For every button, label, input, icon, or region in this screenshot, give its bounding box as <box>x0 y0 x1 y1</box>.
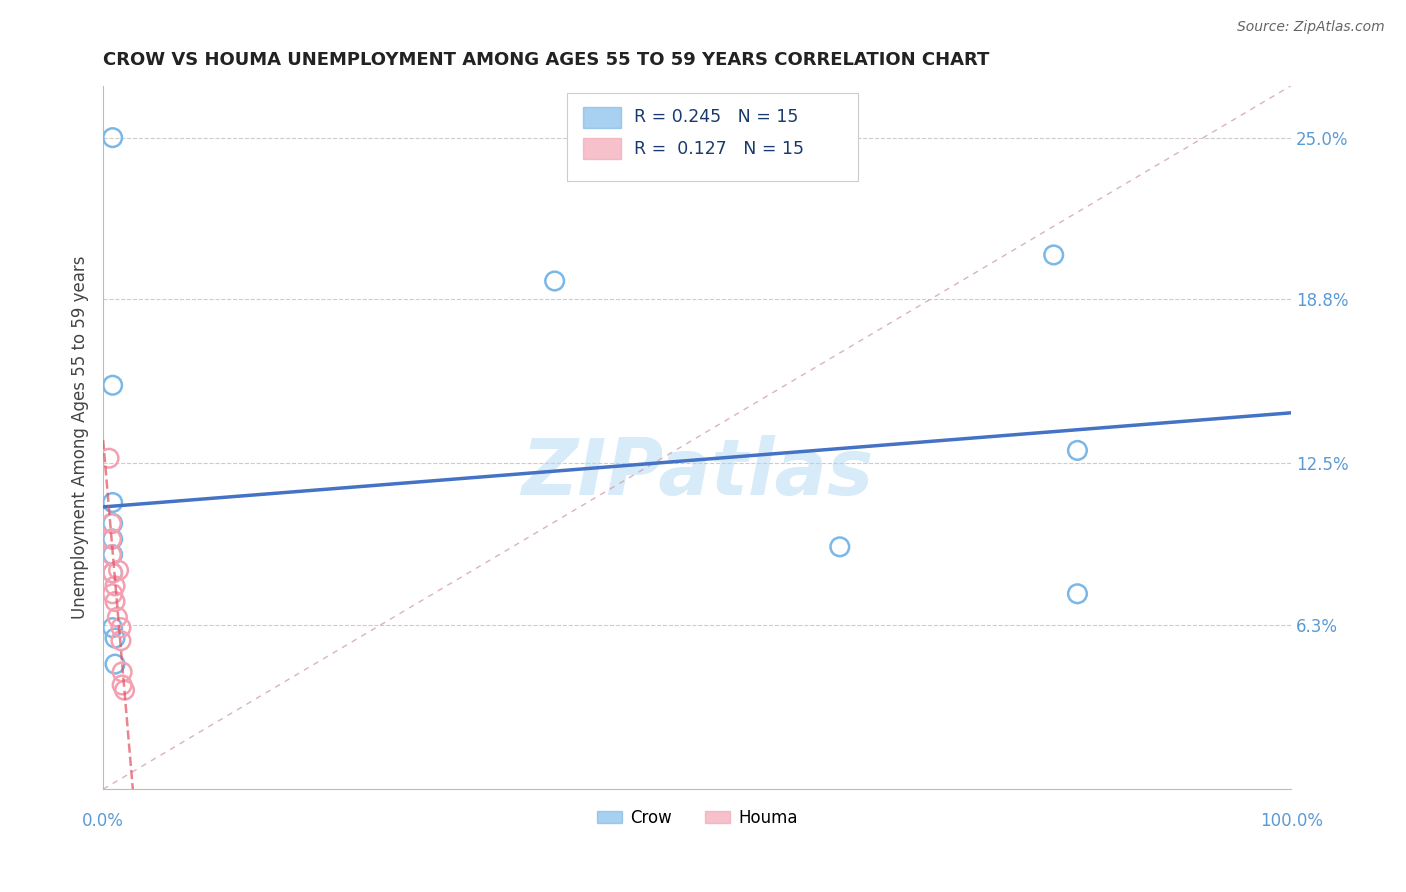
Point <box>110 621 132 635</box>
Point <box>1066 587 1088 601</box>
Point <box>100 548 122 562</box>
Text: R = 0.245   N = 15: R = 0.245 N = 15 <box>634 108 799 126</box>
Point <box>543 274 565 288</box>
Point <box>104 657 127 672</box>
Point <box>101 378 124 392</box>
Text: ZIPatlas: ZIPatlas <box>522 434 873 510</box>
Point <box>107 563 129 577</box>
Point <box>101 495 124 509</box>
Point <box>101 130 124 145</box>
FancyBboxPatch shape <box>567 93 858 180</box>
Point <box>100 516 122 531</box>
Text: 100.0%: 100.0% <box>1260 812 1323 830</box>
Text: 0.0%: 0.0% <box>82 812 124 830</box>
Point <box>101 548 124 562</box>
Legend: Crow, Houma: Crow, Houma <box>591 802 804 834</box>
Point <box>110 633 132 648</box>
Point <box>828 540 851 554</box>
Point <box>101 621 124 635</box>
Point <box>98 451 121 466</box>
Point <box>111 678 134 692</box>
Point <box>104 631 127 645</box>
Text: Source: ZipAtlas.com: Source: ZipAtlas.com <box>1237 20 1385 34</box>
Text: CROW VS HOUMA UNEMPLOYMENT AMONG AGES 55 TO 59 YEARS CORRELATION CHART: CROW VS HOUMA UNEMPLOYMENT AMONG AGES 55… <box>103 51 990 69</box>
Point <box>100 532 122 546</box>
FancyBboxPatch shape <box>583 107 621 128</box>
Point <box>104 579 127 593</box>
Text: R =  0.127   N = 15: R = 0.127 N = 15 <box>634 140 804 158</box>
Point <box>101 566 124 580</box>
Point <box>1066 443 1088 458</box>
Point <box>101 566 124 580</box>
Point <box>104 594 127 608</box>
Point <box>111 665 134 679</box>
Point <box>105 610 128 624</box>
Point <box>114 683 136 698</box>
Point <box>101 516 124 531</box>
Y-axis label: Unemployment Among Ages 55 to 59 years: Unemployment Among Ages 55 to 59 years <box>72 256 89 619</box>
Point <box>1042 248 1064 262</box>
Point <box>101 532 124 546</box>
FancyBboxPatch shape <box>583 138 621 160</box>
Point <box>101 587 124 601</box>
